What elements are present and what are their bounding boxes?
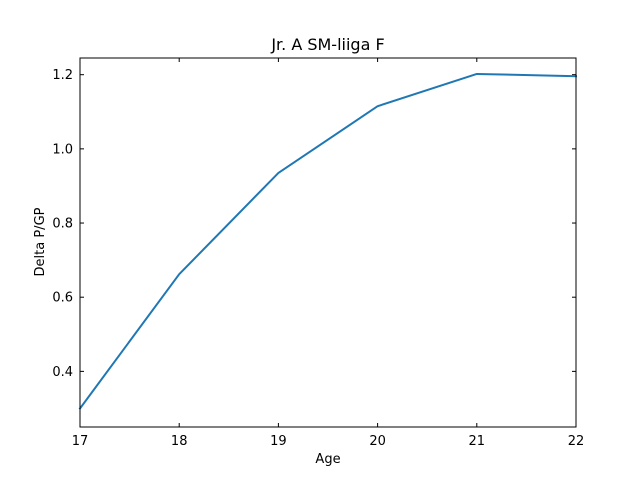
y-tick-label: 0.6	[52, 291, 73, 306]
y-tick-label: 1.2	[52, 68, 73, 83]
x-axis-label: Age	[315, 452, 340, 467]
x-tick-label: 18	[171, 434, 188, 449]
x-tick-label: 17	[72, 434, 89, 449]
y-tick-label: 0.4	[52, 365, 73, 380]
tick-layer: 17 18 19 20 21 22 0.4 0.6 0.8 1.0 1.2	[52, 58, 584, 449]
x-tick-label: 19	[270, 434, 287, 449]
y-tick-label: 1.0	[52, 142, 73, 157]
series-layer	[78, 72, 578, 410]
y-tick-label: 0.8	[52, 217, 73, 232]
x-tick-label: 22	[568, 434, 585, 449]
x-tick-label: 20	[369, 434, 386, 449]
y-axis-label: Delta P/GP	[33, 207, 48, 276]
x-tick-label: 21	[469, 434, 486, 449]
chart-title: Jr. A SM-liiga F	[270, 35, 384, 54]
plot-frame	[79, 57, 577, 428]
series-line	[78, 72, 578, 410]
